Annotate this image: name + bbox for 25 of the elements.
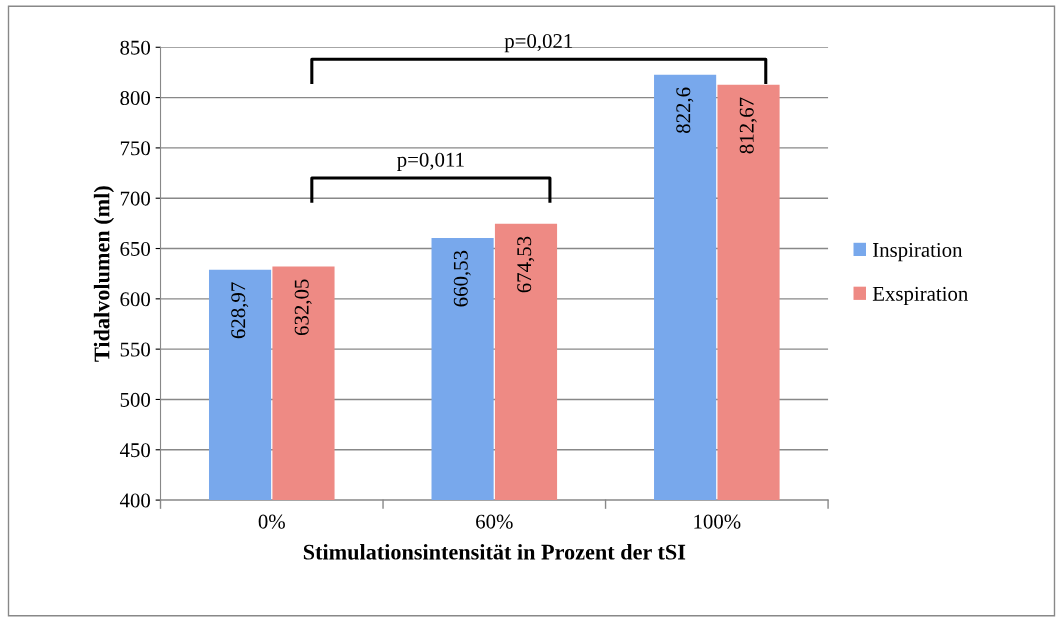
y-tick-label: 500 [120, 392, 150, 407]
x-tick-label: 0% [258, 514, 285, 529]
y-axis-title: Tidalvolumen (ml) [93, 186, 114, 362]
y-tick-label: 600 [120, 292, 150, 307]
annotation: p=0,021 [504, 34, 573, 53]
x-tick-label: 60% [476, 514, 513, 529]
text: 628,97 [231, 282, 249, 339]
y-tick-label: 400 [119, 493, 150, 508]
x-axis-title: Stimulationsintensität in Prozent der tSI [303, 543, 686, 560]
x-tick-label: 100% [694, 514, 741, 529]
annotation: p=0,011 [397, 152, 464, 172]
text: 660,53 [453, 250, 471, 307]
text: 812,67 [739, 97, 757, 154]
legend-label: Exspiration [872, 286, 968, 306]
y-tick-label: 800 [120, 90, 150, 106]
legend-label: Inspiration [873, 242, 963, 262]
text: 632,05 [294, 279, 312, 336]
y-tick-label: 550 [120, 342, 150, 357]
y-tick-label: 850 [120, 40, 150, 55]
text: 674,53 [517, 236, 535, 293]
y-tick-label: 750 [120, 141, 150, 156]
y-tick-label: 700 [120, 191, 150, 206]
y-tick-label: 650 [120, 241, 150, 256]
text: 822,6 [676, 87, 694, 133]
y-tick-label: 450 [119, 443, 150, 458]
